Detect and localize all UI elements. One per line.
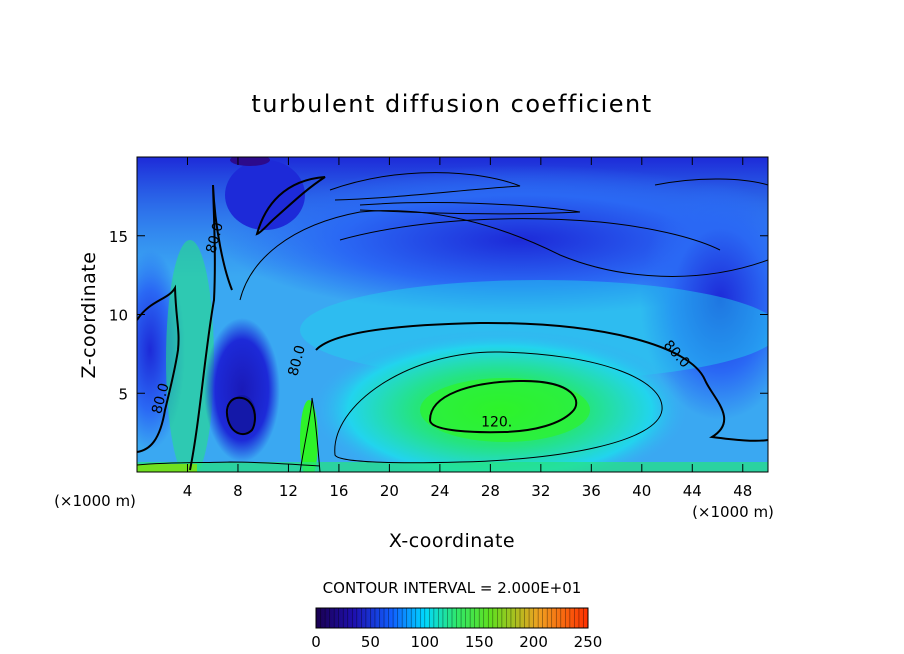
contour-80-column — [189, 184, 233, 471]
chart-title: turbulent diffusion coefficient — [251, 90, 652, 118]
contour-upper-3 — [359, 202, 581, 215]
contour-label: 80.0 — [149, 381, 173, 415]
contour-interval-label: CONTOUR INTERVAL = 2.000E+01 — [323, 579, 582, 597]
y-axis-label: Z-coordinate — [78, 252, 100, 379]
colorbar-stripes — [320, 608, 584, 628]
contour-label: 80.0 — [203, 221, 227, 255]
colorbar-tick-label: 100 — [410, 633, 439, 651]
field-blue-pocket — [204, 318, 280, 462]
contour-80-left — [137, 284, 180, 453]
y-tick-label: 15 — [109, 228, 128, 246]
contour-100 — [334, 351, 663, 464]
field-ground-band-left — [137, 464, 197, 472]
x-tick-label: 44 — [683, 482, 702, 500]
contour-left-lower — [137, 461, 321, 467]
colorbar-tick-label: 150 — [465, 633, 494, 651]
contour-sweep — [239, 210, 768, 301]
x-tick-label: 8 — [233, 482, 243, 500]
x-axis-ticks: 4 8 12 16 20 24 28 32 36 40 44 48 — [183, 157, 752, 500]
contour-label: 80.0 — [285, 344, 309, 378]
contour-upper-1 — [329, 172, 521, 201]
colorbar-tick-labels: 0 50 100 150 200 250 — [311, 633, 602, 651]
contour-top-lobe — [255, 176, 326, 236]
contour-column-right — [299, 397, 321, 472]
field-left-column — [166, 240, 214, 472]
colorbar: 0 50 100 150 200 250 — [311, 607, 602, 651]
x-tick-label: 36 — [582, 482, 601, 500]
contour-lines — [137, 172, 768, 472]
x-tick-label: 48 — [733, 482, 752, 500]
y-tick-label: 5 — [118, 385, 128, 403]
colorbar-tick-label: 200 — [519, 633, 548, 651]
contour-upper-2 — [339, 218, 721, 251]
x-tick-label: 24 — [430, 482, 449, 500]
x-tick-label: 16 — [329, 482, 348, 500]
x-unit-left: (×1000 m) — [54, 492, 136, 510]
field-column-green — [300, 400, 318, 472]
x-tick-label: 20 — [380, 482, 399, 500]
field-top-dark-lobe — [225, 160, 305, 230]
field-top-max — [230, 157, 270, 166]
contour-80-main — [315, 321, 768, 442]
colorbar-tick-label: 0 — [311, 633, 321, 651]
x-tick-label: 32 — [531, 482, 550, 500]
colorbar-tick-label: 250 — [574, 633, 603, 651]
field-pocket-core — [228, 395, 256, 435]
y-tick-label: 10 — [109, 307, 128, 325]
x-tick-label: 4 — [183, 482, 193, 500]
contour-pocket — [226, 396, 256, 436]
contour-label: 120. — [481, 414, 512, 430]
contour-upper-right — [654, 178, 768, 186]
field-upper-blue — [220, 165, 768, 315]
x-tick-label: 12 — [279, 482, 298, 500]
contour-120 — [428, 379, 578, 434]
y-axis-ticks: 5 10 15 — [109, 228, 768, 403]
x-axis-label: X-coordinate — [389, 530, 515, 552]
x-unit-right: (×1000 m) — [692, 503, 774, 521]
field-right-blue — [640, 180, 768, 420]
field-ground-band — [137, 462, 768, 472]
colorbar-tick-label: 50 — [361, 633, 380, 651]
x-tick-label: 28 — [481, 482, 500, 500]
x-tick-label: 40 — [632, 482, 651, 500]
